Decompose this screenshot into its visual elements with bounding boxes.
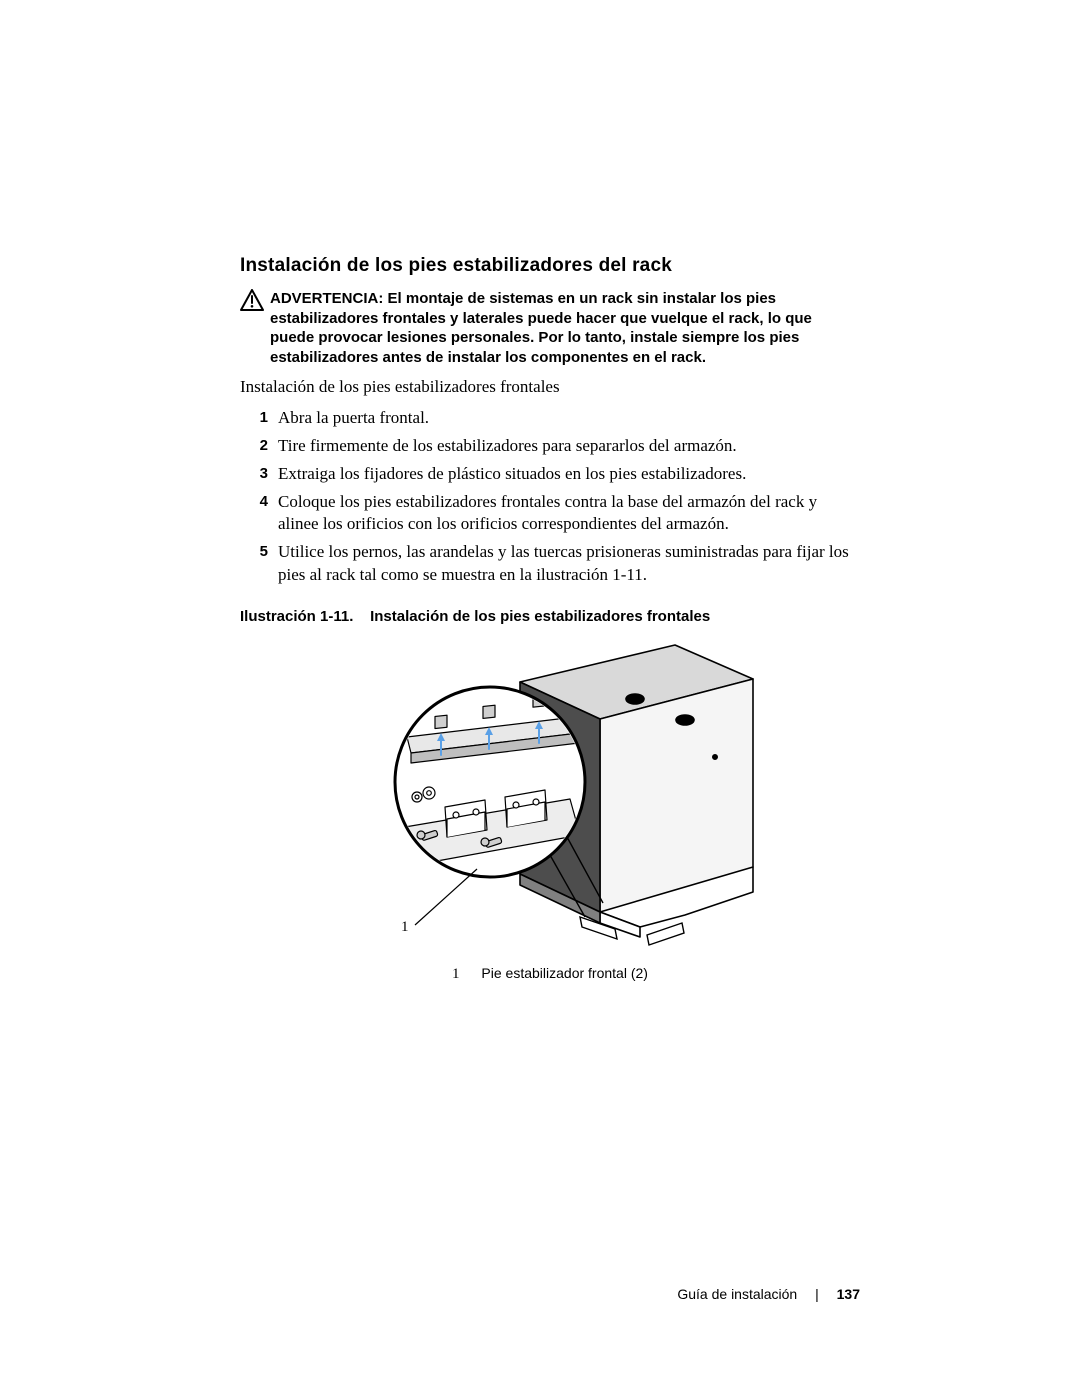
figure-caption: Ilustración 1-11. Instalación de los pie… [240, 608, 860, 625]
step-text: Tire firmemente de los estabilizadores p… [278, 435, 860, 457]
figure-legend: 1 Pie estabilizador frontal (2) [240, 965, 860, 983]
step-list: 1 Abra la puerta frontal. 2 Tire firmeme… [240, 407, 860, 586]
footer-page-number: 137 [837, 1286, 860, 1302]
step-text: Coloque los pies estabilizadores frontal… [278, 491, 860, 535]
step-number: 1 [240, 407, 278, 428]
list-item: 3 Extraiga los fijadores de plástico sit… [240, 463, 860, 485]
step-text: Utilice los pernos, las arandelas y las … [278, 541, 860, 585]
step-text: Abra la puerta frontal. [278, 407, 860, 429]
figure-callout-number: 1 [401, 919, 409, 936]
figure-illustration: 1 [335, 637, 765, 957]
step-number: 2 [240, 435, 278, 456]
warning-text: ADVERTENCIA: El montaje de sistemas en u… [270, 289, 860, 367]
list-item: 5 Utilice los pernos, las arandelas y la… [240, 541, 860, 585]
step-number: 4 [240, 491, 278, 512]
figure-caption-label: Ilustración 1-11. [240, 608, 353, 625]
figure-legend-number: 1 [452, 966, 460, 982]
figure-caption-text: Instalación de los pies estabilizadores … [370, 608, 710, 625]
list-item: 2 Tire firmemente de los estabilizadores… [240, 435, 860, 457]
step-number: 3 [240, 463, 278, 484]
page-footer: Guía de instalación | 137 [240, 1286, 860, 1302]
warning-block: ADVERTENCIA: El montaje de sistemas en u… [240, 289, 860, 367]
document-page: Instalación de los pies estabilizadores … [0, 0, 1080, 1397]
warning-label: ADVERTENCIA: [270, 290, 383, 307]
step-number: 5 [240, 541, 278, 562]
warning-triangle-icon [240, 289, 264, 316]
footer-doc-title: Guía de instalación [677, 1286, 797, 1302]
subsection-intro: Instalación de los pies estabilizadores … [240, 377, 860, 397]
step-text: Extraiga los fijadores de plástico situa… [278, 463, 860, 485]
list-item: 1 Abra la puerta frontal. [240, 407, 860, 429]
list-item: 4 Coloque los pies estabilizadores front… [240, 491, 860, 535]
figure-legend-text: Pie estabilizador frontal (2) [481, 965, 648, 981]
footer-separator: | [815, 1286, 819, 1302]
section-heading: Instalación de los pies estabilizadores … [240, 255, 860, 277]
